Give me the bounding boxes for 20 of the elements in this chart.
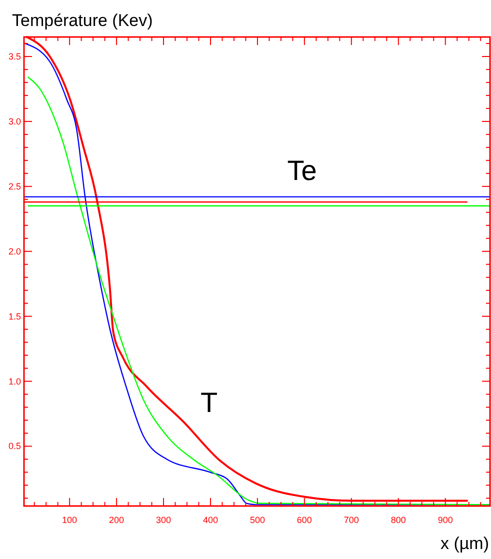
y-tick-label: 0.5 [8, 441, 21, 452]
x-tick-label: 700 [344, 515, 359, 525]
y-tick-label: 2.0 [8, 246, 21, 256]
x-tick-label: 200 [109, 515, 124, 525]
y-axis-title: Température (Kev) [12, 11, 153, 30]
x-tick-label: 900 [438, 515, 453, 525]
y-tick-label: 3.0 [8, 116, 21, 126]
annotation: Te [287, 155, 317, 186]
x-tick-label: 100 [62, 515, 78, 525]
x-tick-label: 400 [202, 515, 218, 525]
y-tick-label: 2.5 [8, 181, 21, 192]
x-tick-label: 500 [250, 515, 265, 525]
y-tick-label: 1.5 [8, 311, 21, 322]
x-tick-label: 300 [156, 515, 172, 525]
x-tick-label: 600 [296, 515, 312, 525]
x-tick-label: 800 [390, 515, 406, 525]
y-tick-label: 3.5 [8, 51, 21, 62]
x-axis-title: x (µm) [440, 534, 489, 553]
y-tick-label: 1.0 [8, 376, 21, 386]
annotation: T [200, 387, 218, 418]
